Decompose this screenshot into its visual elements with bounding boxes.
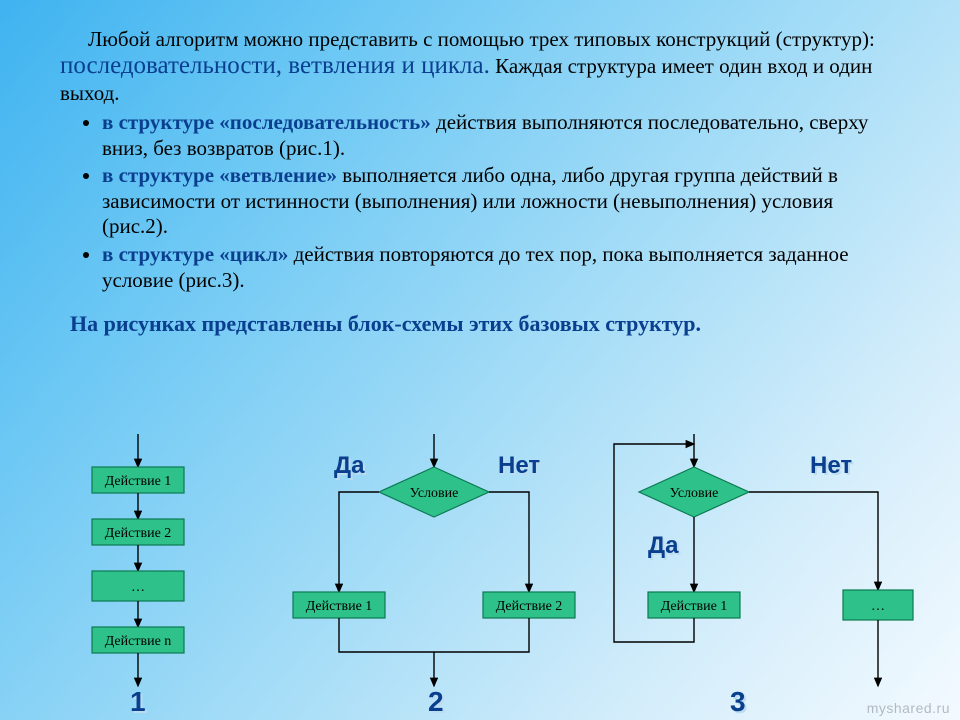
- svg-text:Действие 2: Действие 2: [105, 526, 172, 541]
- bullet-sequence: в структуре «последовательность» действи…: [102, 110, 900, 161]
- bullet-branch-lead: в структуре «ветвление»: [102, 163, 342, 187]
- watermark: myshared.ru: [867, 700, 950, 716]
- intro-paragraph: Любой алгоритм можно представить с помощ…: [60, 26, 900, 106]
- diagrams-caption: На рисунках представлены блок-схемы этих…: [70, 311, 900, 337]
- bullet-sequence-lead: в структуре «последовательность»: [102, 110, 436, 134]
- svg-text:Условие: Условие: [670, 486, 719, 501]
- svg-text:…: …: [871, 599, 885, 614]
- svg-text:Действие 1: Действие 1: [105, 474, 172, 489]
- label-yes-3: Да: [648, 532, 678, 560]
- intro-highlight: последовательности, ветвления и цикла.: [60, 52, 490, 79]
- fig-num-1: 1: [130, 686, 146, 718]
- label-no-2: Нет: [498, 452, 540, 480]
- diagrams-area: Действие 1 Действие 2 … Действие n Условие Де…: [0, 434, 960, 720]
- svg-text:Действие 2: Действие 2: [496, 599, 563, 614]
- bullet-branch: в структуре «ветвление» выполняется либо…: [102, 163, 900, 240]
- svg-text:Условие: Условие: [410, 486, 459, 501]
- label-yes-2: Да: [334, 452, 364, 480]
- svg-text:Действие n: Действие n: [105, 634, 172, 649]
- svg-text:…: …: [131, 580, 145, 595]
- svg-text:Действие 1: Действие 1: [306, 599, 373, 614]
- label-no-3: Нет: [810, 452, 852, 480]
- intro-before: Любой алгоритм можно представить с помощ…: [88, 27, 875, 51]
- svg-text:Действие 1: Действие 1: [661, 599, 728, 614]
- bullet-loop-lead: в структуре «цикл»: [102, 242, 294, 266]
- structure-list: в структуре «последовательность» действи…: [60, 110, 900, 293]
- bullet-loop: в структуре «цикл» действия повторяются …: [102, 242, 900, 293]
- fig-num-2: 2: [428, 686, 444, 718]
- fig-num-3: 3: [730, 686, 746, 718]
